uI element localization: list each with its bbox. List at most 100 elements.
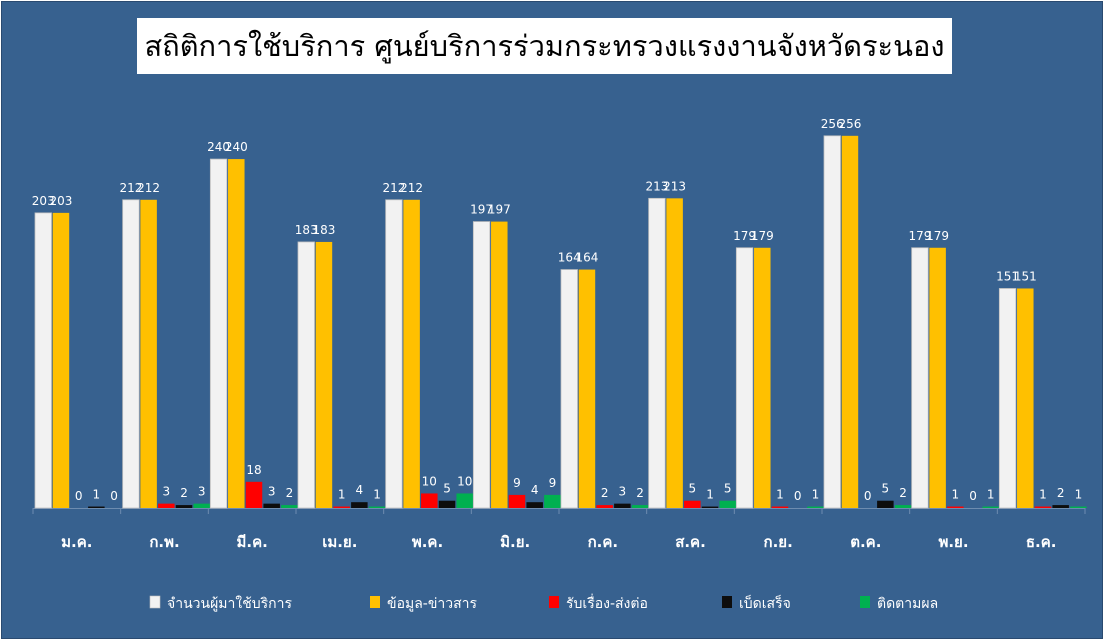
bar-1-2 bbox=[122, 199, 140, 509]
legend-label: ข้อมูล-ข่าวสาร bbox=[387, 596, 478, 612]
data-label: 203 bbox=[32, 194, 55, 208]
bars-layer bbox=[34, 135, 1087, 509]
bar-3-7 bbox=[596, 505, 613, 508]
bar-5-12 bbox=[1070, 506, 1087, 508]
category-label: ก.ค. bbox=[588, 533, 619, 551]
data-label: 1 bbox=[812, 488, 820, 502]
bar-4-3 bbox=[263, 503, 280, 508]
legend-label: จำนวนผู้มาใช้บริการ bbox=[167, 595, 292, 612]
data-label: 0 bbox=[864, 489, 872, 503]
bar-3-3 bbox=[245, 481, 263, 508]
data-label: 4 bbox=[531, 483, 539, 497]
bar-2-2 bbox=[140, 199, 157, 509]
data-label: 18 bbox=[246, 463, 261, 477]
legend-swatch bbox=[860, 596, 870, 608]
legend-swatch bbox=[722, 596, 732, 608]
data-label: 3 bbox=[198, 485, 206, 499]
data-label: 4 bbox=[356, 483, 364, 497]
bar-4-5 bbox=[438, 500, 456, 508]
data-label: 1 bbox=[338, 488, 346, 502]
data-label: 3 bbox=[268, 485, 276, 499]
data-label: 9 bbox=[513, 476, 521, 490]
data-label: 240 bbox=[207, 140, 230, 154]
data-label: 213 bbox=[645, 179, 668, 193]
bar-1-10 bbox=[823, 135, 841, 509]
data-label: 213 bbox=[663, 179, 686, 193]
legend: จำนวนผู้มาใช้บริการ ข้อมูล-ข่าวสาร รับเรื่… bbox=[149, 594, 938, 612]
data-label: 151 bbox=[1014, 269, 1037, 283]
data-label: 1 bbox=[776, 488, 784, 502]
legend-swatch bbox=[549, 596, 559, 608]
data-label: 1 bbox=[93, 488, 101, 502]
data-label: 5 bbox=[882, 482, 890, 496]
bar-4-7 bbox=[614, 503, 631, 508]
data-label: 179 bbox=[926, 229, 949, 243]
bar-3-12 bbox=[1034, 506, 1052, 508]
bar-4-10 bbox=[877, 500, 894, 508]
data-label: 256 bbox=[821, 117, 844, 131]
bar-4-4 bbox=[351, 502, 368, 508]
legend-swatch bbox=[149, 595, 161, 609]
bar-4-1 bbox=[88, 506, 105, 508]
data-label: 1 bbox=[951, 488, 959, 502]
data-label: 183 bbox=[312, 223, 335, 237]
legend-label: เบ็ดเสร็จ bbox=[739, 594, 791, 612]
chart-title: สถิติการใช้บริการ ศูนย์บริการร่วมกระทรวง… bbox=[144, 29, 945, 63]
bar-5-10 bbox=[894, 505, 912, 508]
bar-5-4 bbox=[368, 506, 386, 508]
bar-5-8 bbox=[719, 500, 736, 508]
data-label: 179 bbox=[908, 229, 931, 243]
data-label: 2 bbox=[636, 486, 644, 500]
bar-2-3 bbox=[228, 159, 245, 509]
data-label: 2 bbox=[180, 486, 188, 500]
data-label: 203 bbox=[49, 194, 72, 208]
legend-swatch bbox=[370, 596, 380, 608]
data-label: 197 bbox=[488, 203, 511, 217]
bar-2-6 bbox=[491, 221, 508, 509]
data-label: 212 bbox=[400, 181, 423, 195]
data-label: 2 bbox=[286, 486, 294, 500]
bar-2-8 bbox=[666, 198, 683, 509]
bar-1-4 bbox=[297, 241, 315, 509]
data-label: 1 bbox=[373, 488, 381, 502]
category-label: มี.ค. bbox=[237, 533, 268, 551]
data-label: 0 bbox=[969, 489, 977, 503]
category-labels-layer: ม.ค. ก.พ. มี.ค. เม.ย. พ.ค. มิ.ย. ก.ค. ส.ค. ก.ย. ต… bbox=[61, 533, 1056, 551]
category-label: ธ.ค. bbox=[1026, 533, 1057, 551]
data-label: 197 bbox=[470, 203, 493, 217]
bar-5-9 bbox=[807, 506, 824, 508]
data-label: 0 bbox=[75, 489, 83, 503]
bar-1-12 bbox=[998, 288, 1017, 509]
data-label: 256 bbox=[838, 117, 861, 131]
category-label: พ.ย. bbox=[938, 533, 968, 551]
bar-1-1 bbox=[34, 212, 52, 509]
category-label: พ.ค. bbox=[412, 533, 443, 551]
data-label: 151 bbox=[996, 269, 1019, 283]
bar-1-5 bbox=[385, 199, 403, 509]
bar-2-12 bbox=[1017, 288, 1034, 508]
axis-layer bbox=[32, 508, 1086, 514]
data-label: 164 bbox=[575, 251, 598, 265]
data-label: 179 bbox=[733, 229, 756, 243]
bar-2-1 bbox=[52, 212, 70, 508]
data-label: 10 bbox=[422, 474, 437, 488]
bar-3-9 bbox=[771, 506, 789, 508]
bar-5-5 bbox=[456, 493, 473, 508]
data-label: 9 bbox=[549, 476, 557, 490]
bar-2-9 bbox=[754, 247, 771, 508]
legend-label: รับเรื่อง-ส่งต่อ bbox=[566, 594, 648, 612]
data-label: 3 bbox=[162, 485, 170, 499]
bar-3-6 bbox=[508, 494, 526, 508]
data-label: 164 bbox=[558, 251, 581, 265]
bar-2-10 bbox=[841, 135, 859, 509]
data-label: 10 bbox=[457, 474, 472, 488]
bar-2-7 bbox=[578, 269, 596, 508]
bar-3-8 bbox=[684, 500, 701, 508]
bar-4-8 bbox=[701, 506, 719, 508]
category-label: ต.ค. bbox=[850, 533, 881, 551]
bar-3-5 bbox=[421, 493, 438, 508]
data-label: 2 bbox=[601, 486, 609, 500]
category-label: ก.พ. bbox=[149, 533, 179, 551]
